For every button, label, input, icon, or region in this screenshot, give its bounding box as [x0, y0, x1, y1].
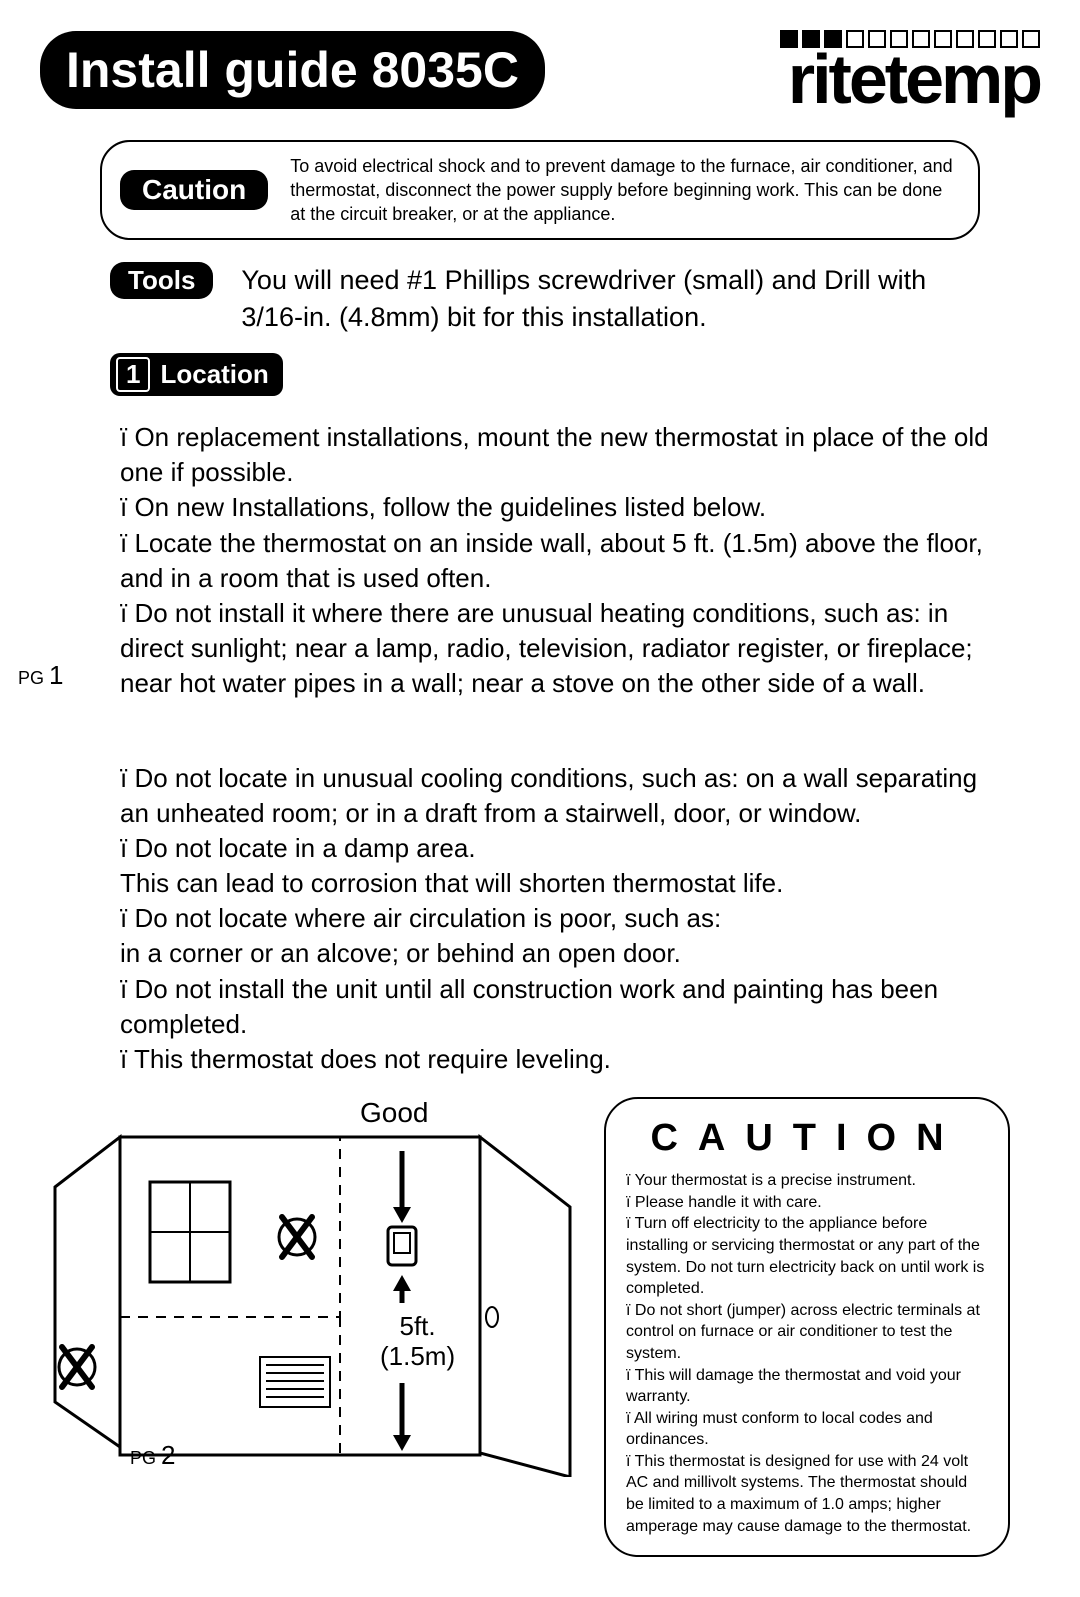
- tools-label: Tools: [110, 262, 213, 299]
- section-1-label: Location: [160, 359, 268, 390]
- diagram-good-label: Good: [360, 1097, 429, 1129]
- caution-panel-2: CAUTION ï Your thermostat is a precise i…: [604, 1097, 1010, 1557]
- pg2-prefix: PG: [130, 1448, 161, 1468]
- page-1-label: PG 1: [18, 660, 63, 691]
- caution-label: Caution: [120, 170, 268, 210]
- header: Install guide 8035C ritetemp: [40, 30, 1040, 110]
- logo-text: ritetemp: [788, 50, 1040, 110]
- section-1-number: 1: [116, 357, 150, 392]
- body-part-2: ï Do not locate in unusual cooling condi…: [120, 761, 990, 1077]
- logo: ritetemp: [780, 30, 1040, 110]
- page-title-pill: Install guide 8035C: [40, 31, 545, 109]
- diagram-height-1: 5ft.: [399, 1311, 435, 1341]
- location-diagram: Good: [50, 1097, 580, 1477]
- caution-box: Caution To avoid electrical shock and to…: [100, 140, 980, 241]
- bottom-row: Good: [50, 1097, 1010, 1557]
- tools-text: You will need #1 Phillips screwdriver (s…: [241, 262, 970, 335]
- pg1-prefix: PG: [18, 668, 49, 688]
- pg2-num: 2: [161, 1440, 175, 1470]
- section-1-pill: 1 Location: [110, 353, 283, 396]
- diagram-svg: [50, 1097, 580, 1477]
- caution-text: To avoid electrical shock and to prevent…: [290, 154, 960, 227]
- diagram-height-2: (1.5m): [380, 1341, 455, 1371]
- caution2-text: ï Your thermostat is a precise instrumen…: [626, 1170, 988, 1537]
- pg1-num: 1: [49, 660, 63, 690]
- diagram-height-label: 5ft. (1.5m): [380, 1312, 455, 1372]
- caution2-title: CAUTION: [626, 1113, 988, 1164]
- tools-row: Tools You will need #1 Phillips screwdri…: [110, 262, 970, 335]
- body-part-1: ï On replacement installations, mount th…: [120, 420, 990, 701]
- page-2-label: PG 2: [130, 1440, 175, 1471]
